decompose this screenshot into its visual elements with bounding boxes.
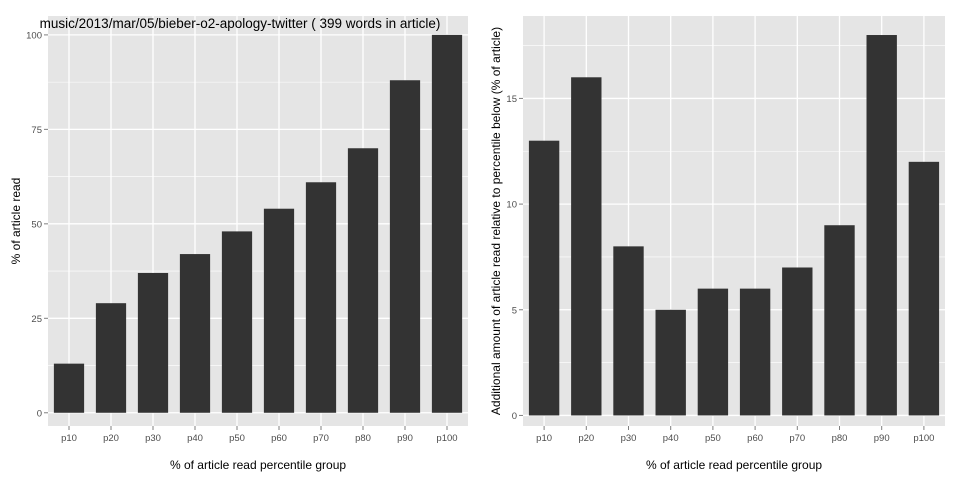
right-chart-y-ticks: 0 5 10 15 [506, 94, 523, 422]
left-chart-x-ticks: p10 p20 p30 p40 p50 p60 p70 p80 p90 p100 [61, 426, 458, 444]
bar-p100 [908, 161, 940, 416]
y-tick-label: 10 [506, 200, 517, 211]
bar-p80 [824, 225, 855, 416]
bar-p10 [53, 363, 85, 413]
y-tick-label: 75 [31, 125, 42, 136]
right-chart-x-ticks: p10 p20 p30 p40 p50 p60 p70 p80 p90 p100 [536, 426, 934, 444]
y-tick-label: 100 [26, 30, 42, 41]
right-chart-bars [528, 35, 940, 416]
right-chart: 0 5 10 15 p10 p20 p30 p40 p50 p60 p70 p80 p90 p100 %… [489, 16, 945, 472]
left-chart-y-ticks: 0 25 50 75 100 [26, 30, 48, 419]
x-tick-label-p90: p90 [397, 433, 413, 444]
bar-p90 [389, 80, 421, 413]
bar-p50 [697, 288, 729, 416]
x-tick-label-p90: p90 [874, 433, 890, 444]
y-tick-label: 50 [31, 219, 42, 230]
x-tick-label-p40: p40 [663, 433, 679, 444]
y-tick-label: 25 [31, 314, 42, 325]
x-tick-label-p100: p100 [913, 433, 934, 444]
bar-p40 [655, 309, 686, 416]
bar-p20 [571, 77, 602, 416]
x-tick-label-p40: p40 [187, 433, 203, 444]
left-chart-x-axis-title: % of article read percentile group [170, 458, 346, 472]
x-tick-label-p30: p30 [145, 433, 161, 444]
y-tick-label: 0 [37, 408, 42, 419]
right-chart-y-axis-title: Additional amount of article read relati… [489, 27, 503, 415]
bar-p100 [431, 34, 463, 413]
y-tick-label: 0 [512, 411, 517, 422]
x-tick-label-p20: p20 [578, 433, 594, 444]
bar-p70 [305, 182, 337, 413]
x-tick-label-p50: p50 [705, 433, 721, 444]
bar-p20 [95, 303, 127, 413]
x-tick-label-p70: p70 [789, 433, 805, 444]
y-tick-label: 15 [506, 94, 517, 105]
y-tick-label: 5 [512, 305, 517, 316]
right-chart-x-axis-title: % of article read percentile group [646, 458, 822, 472]
x-tick-label-p10: p10 [61, 433, 77, 444]
x-tick-label-p80: p80 [355, 433, 371, 444]
x-tick-label-p10: p10 [536, 433, 552, 444]
bar-p30 [137, 272, 169, 413]
bar-p30 [613, 246, 644, 416]
bar-p40 [179, 254, 211, 413]
bar-p60 [739, 288, 771, 416]
x-tick-label-p70: p70 [313, 433, 329, 444]
left-chart-bars [53, 34, 463, 413]
x-tick-label-p50: p50 [229, 433, 245, 444]
bar-p50 [221, 231, 253, 413]
bar-p10 [528, 140, 560, 416]
bar-p70 [782, 267, 813, 416]
bar-p60 [263, 208, 295, 413]
x-tick-label-p60: p60 [271, 433, 287, 444]
left-chart-title: music/2013/mar/05/bieber-o2-apology-twit… [40, 16, 441, 31]
x-tick-label-p80: p80 [832, 433, 848, 444]
x-tick-label-p30: p30 [621, 433, 637, 444]
x-tick-label-p60: p60 [747, 433, 763, 444]
bar-p90 [866, 35, 897, 416]
x-tick-label-p100: p100 [436, 433, 457, 444]
bar-p80 [347, 148, 379, 413]
x-tick-label-p20: p20 [103, 433, 119, 444]
left-chart-y-axis-title: % of article read [9, 178, 23, 265]
